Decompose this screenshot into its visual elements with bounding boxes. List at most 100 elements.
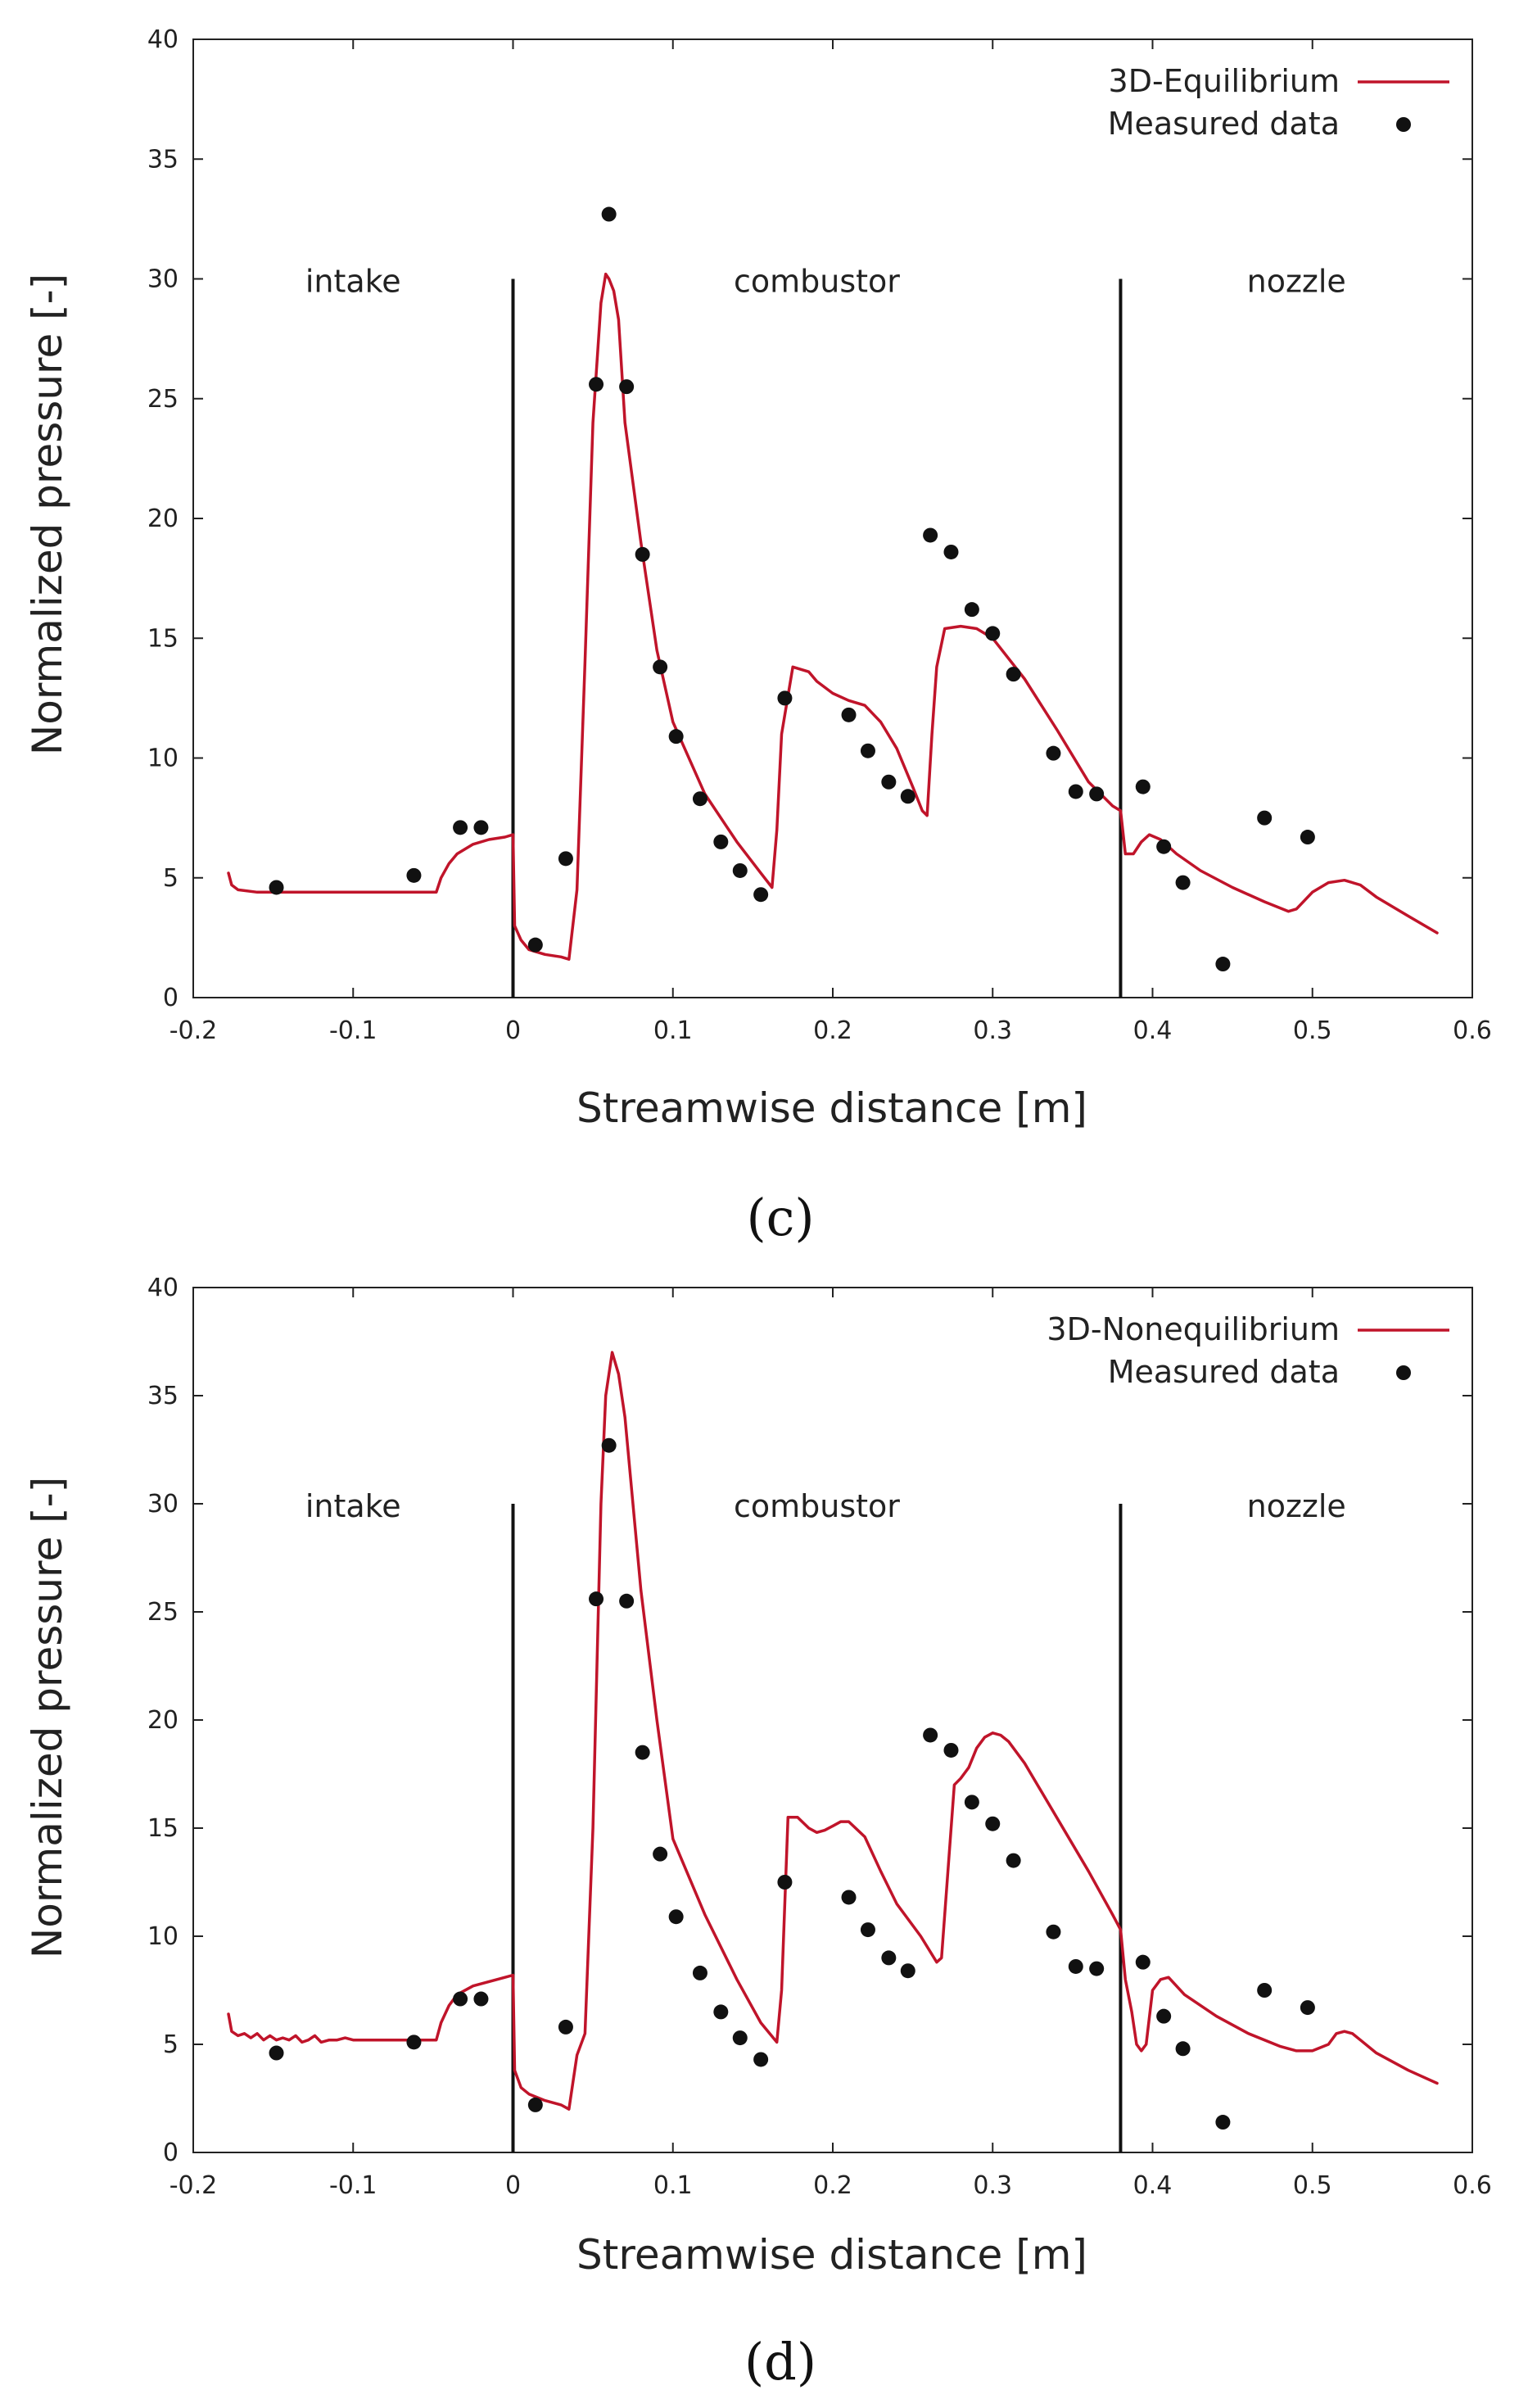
y-tick-label: 20	[147, 1706, 179, 1735]
data-point	[1215, 2115, 1231, 2130]
data-point	[668, 729, 684, 745]
data-point	[1135, 1954, 1151, 1970]
x-axis-title: Streamwise distance [m]	[576, 1084, 1087, 1132]
legend-line-label: 3D-Nonequilibrium	[1047, 1311, 1340, 1347]
y-tick-label: 20	[147, 505, 179, 533]
y-tick-label: 40	[147, 25, 179, 54]
x-tick-label: 0.2	[813, 1016, 852, 1045]
data-point	[860, 743, 875, 758]
data-point	[668, 1909, 684, 1925]
x-tick-label: 0.1	[653, 1016, 693, 1045]
x-tick-label: 0	[505, 2171, 521, 2200]
data-point	[881, 774, 897, 790]
data-point	[753, 2052, 769, 2067]
y-tick-label: 10	[147, 1922, 179, 1951]
legend-points-label: Measured data	[1108, 1354, 1340, 1390]
x-tick-label: 0.5	[1293, 2171, 1332, 2200]
x-tick-label: 0.2	[813, 2171, 852, 2200]
data-point	[900, 789, 915, 804]
x-tick-label: 0.5	[1293, 1016, 1332, 1045]
x-tick-label: 0.4	[1133, 2171, 1173, 2200]
data-point	[473, 1991, 489, 2007]
region-label-nozzle: nozzle	[1247, 264, 1346, 300]
x-tick-label: 0.6	[1453, 1016, 1492, 1045]
y-tick-label: 30	[147, 265, 179, 294]
y-tick-label: 35	[147, 145, 179, 174]
data-point	[732, 862, 748, 878]
data-point	[713, 834, 729, 849]
data-point	[601, 1437, 617, 1453]
y-tick-label: 0	[163, 984, 179, 1012]
region-label-nozzle: nozzle	[1247, 1488, 1346, 1524]
data-point	[964, 1795, 979, 1810]
data-point	[406, 2035, 422, 2050]
data-point	[1156, 839, 1172, 854]
data-point	[1175, 875, 1191, 890]
data-point	[269, 880, 284, 895]
data-point	[635, 546, 650, 562]
data-point	[1006, 1853, 1021, 1868]
legend-point-swatch	[1396, 1365, 1411, 1380]
data-point	[923, 527, 938, 543]
data-point	[943, 1742, 959, 1758]
region-label-intake: intake	[305, 1488, 401, 1524]
x-tick-label: -0.1	[329, 2171, 377, 2200]
x-tick-label: -0.2	[170, 1016, 218, 1045]
x-tick-label: 0.3	[973, 1016, 1012, 1045]
legend-points-label: Measured data	[1108, 106, 1340, 142]
x-tick-label: 0.4	[1133, 1016, 1173, 1045]
legend-line-label: 3D-Equilibrium	[1109, 63, 1340, 99]
data-point	[601, 206, 617, 222]
data-point	[753, 887, 769, 903]
data-point	[1068, 1958, 1083, 1974]
y-tick-label: 5	[163, 864, 179, 893]
data-point	[777, 690, 793, 706]
data-point	[1215, 957, 1231, 972]
y-tick-label: 30	[147, 1490, 179, 1519]
data-point	[1257, 1983, 1273, 1998]
data-point	[589, 1591, 604, 1607]
data-point	[527, 937, 543, 953]
y-tick-label: 25	[147, 385, 179, 414]
x-tick-label: 0.6	[1453, 2171, 1492, 2200]
data-point	[841, 707, 857, 722]
data-point	[777, 1875, 793, 1890]
panel-label: (d)	[744, 2332, 816, 2392]
data-point	[1046, 1924, 1061, 1940]
y-tick-label: 0	[163, 2139, 179, 2167]
data-point	[1089, 786, 1105, 802]
data-point	[558, 851, 573, 867]
data-point	[841, 1890, 857, 1905]
data-point	[881, 1950, 897, 1966]
data-point	[692, 791, 707, 807]
x-tick-label: -0.2	[170, 2171, 218, 2200]
y-tick-label: 35	[147, 1382, 179, 1410]
y-tick-label: 15	[147, 624, 179, 653]
data-point	[1257, 810, 1273, 826]
region-label-combustor: combustor	[734, 1488, 900, 1524]
data-point	[269, 2045, 284, 2061]
data-point	[1046, 745, 1061, 761]
data-point	[1175, 2041, 1191, 2057]
data-point	[1089, 1961, 1105, 1976]
x-tick-label: 0	[505, 1016, 521, 1045]
data-point	[1156, 2008, 1172, 2024]
x-tick-label: 0.3	[973, 2171, 1012, 2200]
x-axis-title: Streamwise distance [m]	[576, 2231, 1087, 2279]
data-point	[635, 1745, 650, 1760]
panel-label: (c)	[746, 1188, 814, 1247]
data-point	[473, 820, 489, 835]
chart-panel-d: Normalized pressure [-] Streamwise dista…	[24, 1274, 1492, 2392]
data-point	[900, 1963, 915, 1979]
x-tick-label: -0.1	[329, 1016, 377, 1045]
data-point	[558, 2019, 573, 2035]
data-point	[589, 377, 604, 392]
data-point	[453, 820, 468, 835]
data-point	[732, 2030, 748, 2046]
legend-point-swatch	[1396, 117, 1411, 132]
y-tick-label: 40	[147, 1274, 179, 1302]
data-point	[453, 1991, 468, 2007]
